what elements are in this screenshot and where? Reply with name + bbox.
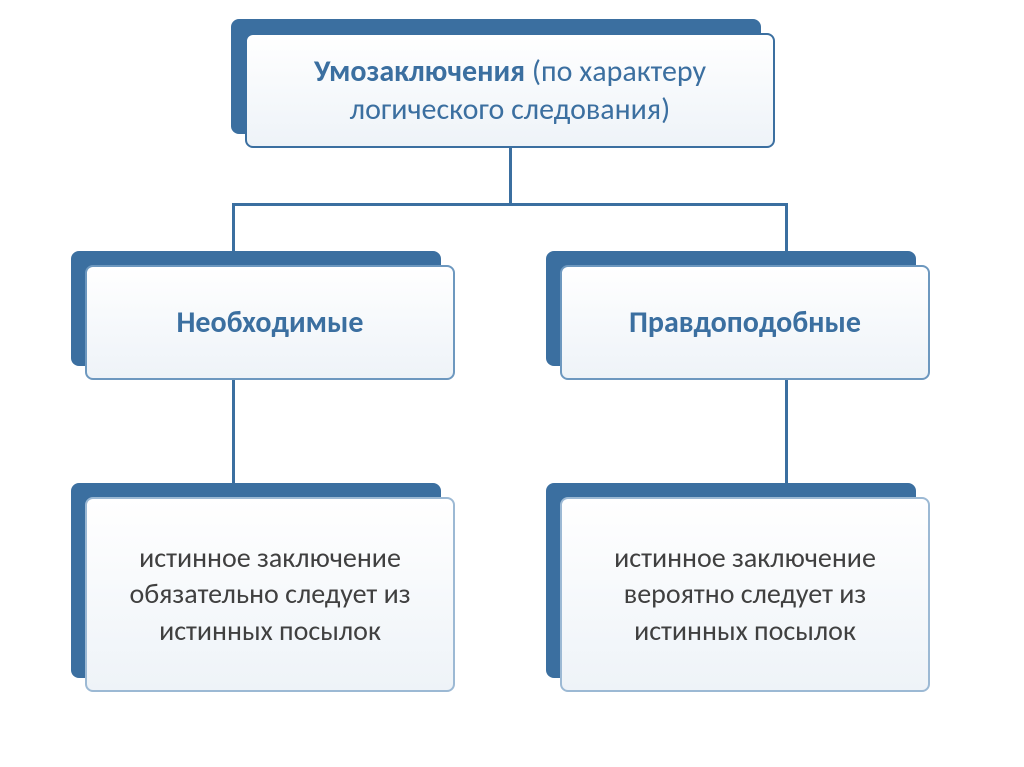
root-text: Умозаключения (по характеру логического … xyxy=(247,45,773,136)
left-mid-node: Необходимые xyxy=(85,265,455,380)
left-leaf-node: истинное заключение обязательно следует … xyxy=(85,497,455,692)
right-mid-text: Правдоподобные xyxy=(609,296,881,349)
right-leaf-node: истинное заключение вероятно следует из … xyxy=(560,497,930,692)
root-node: Умозаключения (по характеру логического … xyxy=(245,33,775,148)
left-leaf-text: истинное заключение обязательно следует … xyxy=(87,532,453,657)
connector-horizontal xyxy=(232,203,788,206)
connector-right-leaf-up xyxy=(785,380,788,497)
left-mid-text: Необходимые xyxy=(156,296,383,349)
right-leaf-text: истинное заключение вероятно следует из … xyxy=(562,532,928,657)
connector-root-down xyxy=(509,148,512,203)
right-mid-node: Правдоподобные xyxy=(560,265,930,380)
root-title-bold: Умозаключения xyxy=(314,53,525,90)
connector-left-leaf-up xyxy=(232,380,235,497)
